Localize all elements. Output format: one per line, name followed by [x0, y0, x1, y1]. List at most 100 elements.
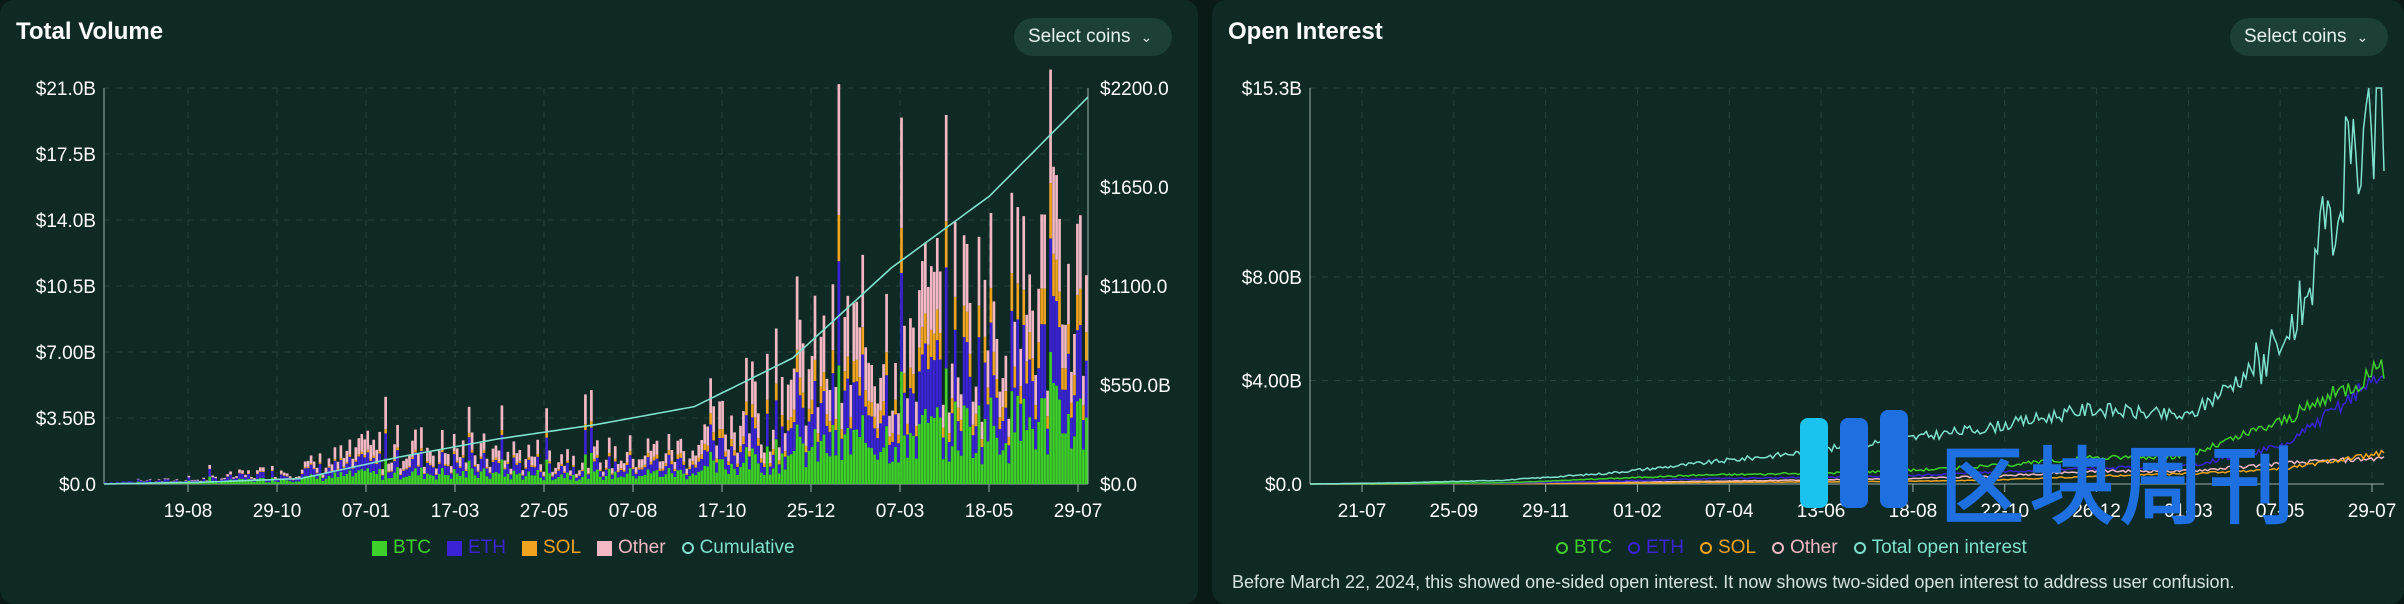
- bar-other: [241, 470, 244, 474]
- bar-other: [610, 468, 614, 474]
- bar-btc: [515, 474, 519, 484]
- bar-other: [521, 470, 525, 475]
- bar-btc: [1049, 351, 1052, 484]
- bar-other: [655, 440, 659, 455]
- bar-btc: [655, 470, 659, 484]
- bar-other: [885, 293, 888, 353]
- bar-sol: [861, 327, 865, 355]
- legend-item-other[interactable]: Other: [1772, 537, 1838, 559]
- bar-btc: [926, 422, 930, 484]
- legend-item-cumulative[interactable]: Cumulative: [681, 537, 795, 559]
- bar-other: [998, 391, 1002, 418]
- x-tick-label: 25-09: [1430, 501, 1479, 522]
- bar-other: [944, 114, 948, 222]
- bar-btc: [649, 473, 653, 484]
- bar-btc: [315, 478, 319, 484]
- bar-eth: [139, 480, 143, 483]
- bar-sol: [646, 453, 650, 458]
- y-tick-label: $0.0: [59, 475, 96, 496]
- bar-btc: [819, 440, 823, 484]
- bar-other: [742, 411, 745, 437]
- bar-other: [211, 475, 215, 478]
- bar-sol: [661, 468, 665, 471]
- y2-tick-label: $2200.0: [1100, 79, 1169, 100]
- legend-label: ETH: [1646, 537, 1684, 558]
- bar-btc: [303, 476, 307, 484]
- bar-btc: [1007, 463, 1011, 484]
- bar-other: [324, 467, 328, 473]
- x-tick-label: 17-03: [431, 501, 480, 522]
- bar-eth: [667, 454, 671, 469]
- bar-btc: [381, 479, 384, 484]
- bar-btc: [232, 481, 235, 484]
- bar-sol: [1031, 358, 1035, 382]
- bar-other: [554, 467, 557, 474]
- bar-eth: [357, 456, 361, 471]
- bar-other: [682, 451, 686, 462]
- bar-sol: [760, 458, 763, 463]
- bar-eth: [918, 371, 921, 424]
- legend-item-btc[interactable]: BTC: [1556, 537, 1612, 559]
- bar-eth: [235, 478, 238, 482]
- bar-other: [593, 446, 596, 459]
- bar-other: [807, 369, 811, 409]
- legend-swatch: [522, 540, 537, 556]
- bar-sol: [545, 432, 548, 438]
- bar-eth: [733, 455, 736, 469]
- legend-item-eth[interactable]: ETH: [447, 537, 506, 559]
- bar-other: [411, 440, 414, 457]
- bar-eth: [670, 464, 674, 474]
- legend-item-total-open-interest[interactable]: Total open interest: [1853, 537, 2027, 559]
- bar-sol: [241, 473, 244, 474]
- bar-btc: [807, 450, 811, 484]
- bar-other: [491, 448, 495, 460]
- legend-item-btc[interactable]: BTC: [372, 537, 431, 559]
- bar-eth: [130, 481, 134, 483]
- bar-sol: [336, 468, 340, 471]
- bar-eth: [142, 481, 146, 483]
- bar-eth: [1013, 387, 1017, 433]
- bar-eth: [557, 470, 560, 477]
- bar-other: [405, 458, 408, 469]
- bar-eth: [163, 479, 167, 482]
- bar-other: [658, 461, 662, 469]
- bar-btc: [938, 417, 942, 484]
- bar-other: [560, 454, 563, 464]
- legend-item-sol[interactable]: SOL: [522, 537, 581, 559]
- legend-item-eth[interactable]: ETH: [1628, 537, 1684, 559]
- bar-sol: [622, 469, 626, 472]
- bar-sol: [924, 313, 927, 344]
- bar-other: [825, 378, 829, 414]
- bar-sol: [825, 413, 829, 426]
- bar-sol: [494, 457, 498, 460]
- bar-eth: [1055, 301, 1058, 386]
- volume-select-coins-button[interactable]: Select coins ⌄: [1014, 18, 1173, 56]
- legend-item-sol[interactable]: SOL: [1700, 537, 1756, 559]
- bar-sol: [488, 472, 492, 474]
- bar-btc: [1040, 398, 1043, 484]
- line-total-open-interest: [1310, 87, 2385, 485]
- bar-eth: [956, 421, 960, 451]
- bar-other: [393, 444, 396, 460]
- bar-eth: [581, 471, 584, 477]
- bar-btc: [798, 436, 802, 484]
- bar-other: [363, 439, 367, 456]
- bar-eth: [440, 452, 444, 469]
- bar-btc: [384, 458, 387, 484]
- bar-sol: [604, 467, 608, 470]
- bar-sol: [1076, 294, 1079, 331]
- legend-item-other[interactable]: Other: [597, 537, 666, 559]
- bar-btc: [1061, 433, 1064, 484]
- bar-eth: [992, 375, 996, 426]
- bar-other: [1073, 334, 1076, 375]
- bar-btc: [745, 447, 748, 484]
- oi-select-coins-button[interactable]: Select coins ⌄: [2230, 18, 2389, 56]
- bar-other: [262, 467, 265, 472]
- bar-eth: [1067, 353, 1070, 414]
- bar-btc: [622, 477, 626, 484]
- bar-eth: [962, 337, 966, 406]
- bar-eth: [494, 459, 498, 472]
- bar-eth: [542, 476, 546, 481]
- bar-btc: [1046, 454, 1049, 484]
- bar-btc: [789, 454, 793, 484]
